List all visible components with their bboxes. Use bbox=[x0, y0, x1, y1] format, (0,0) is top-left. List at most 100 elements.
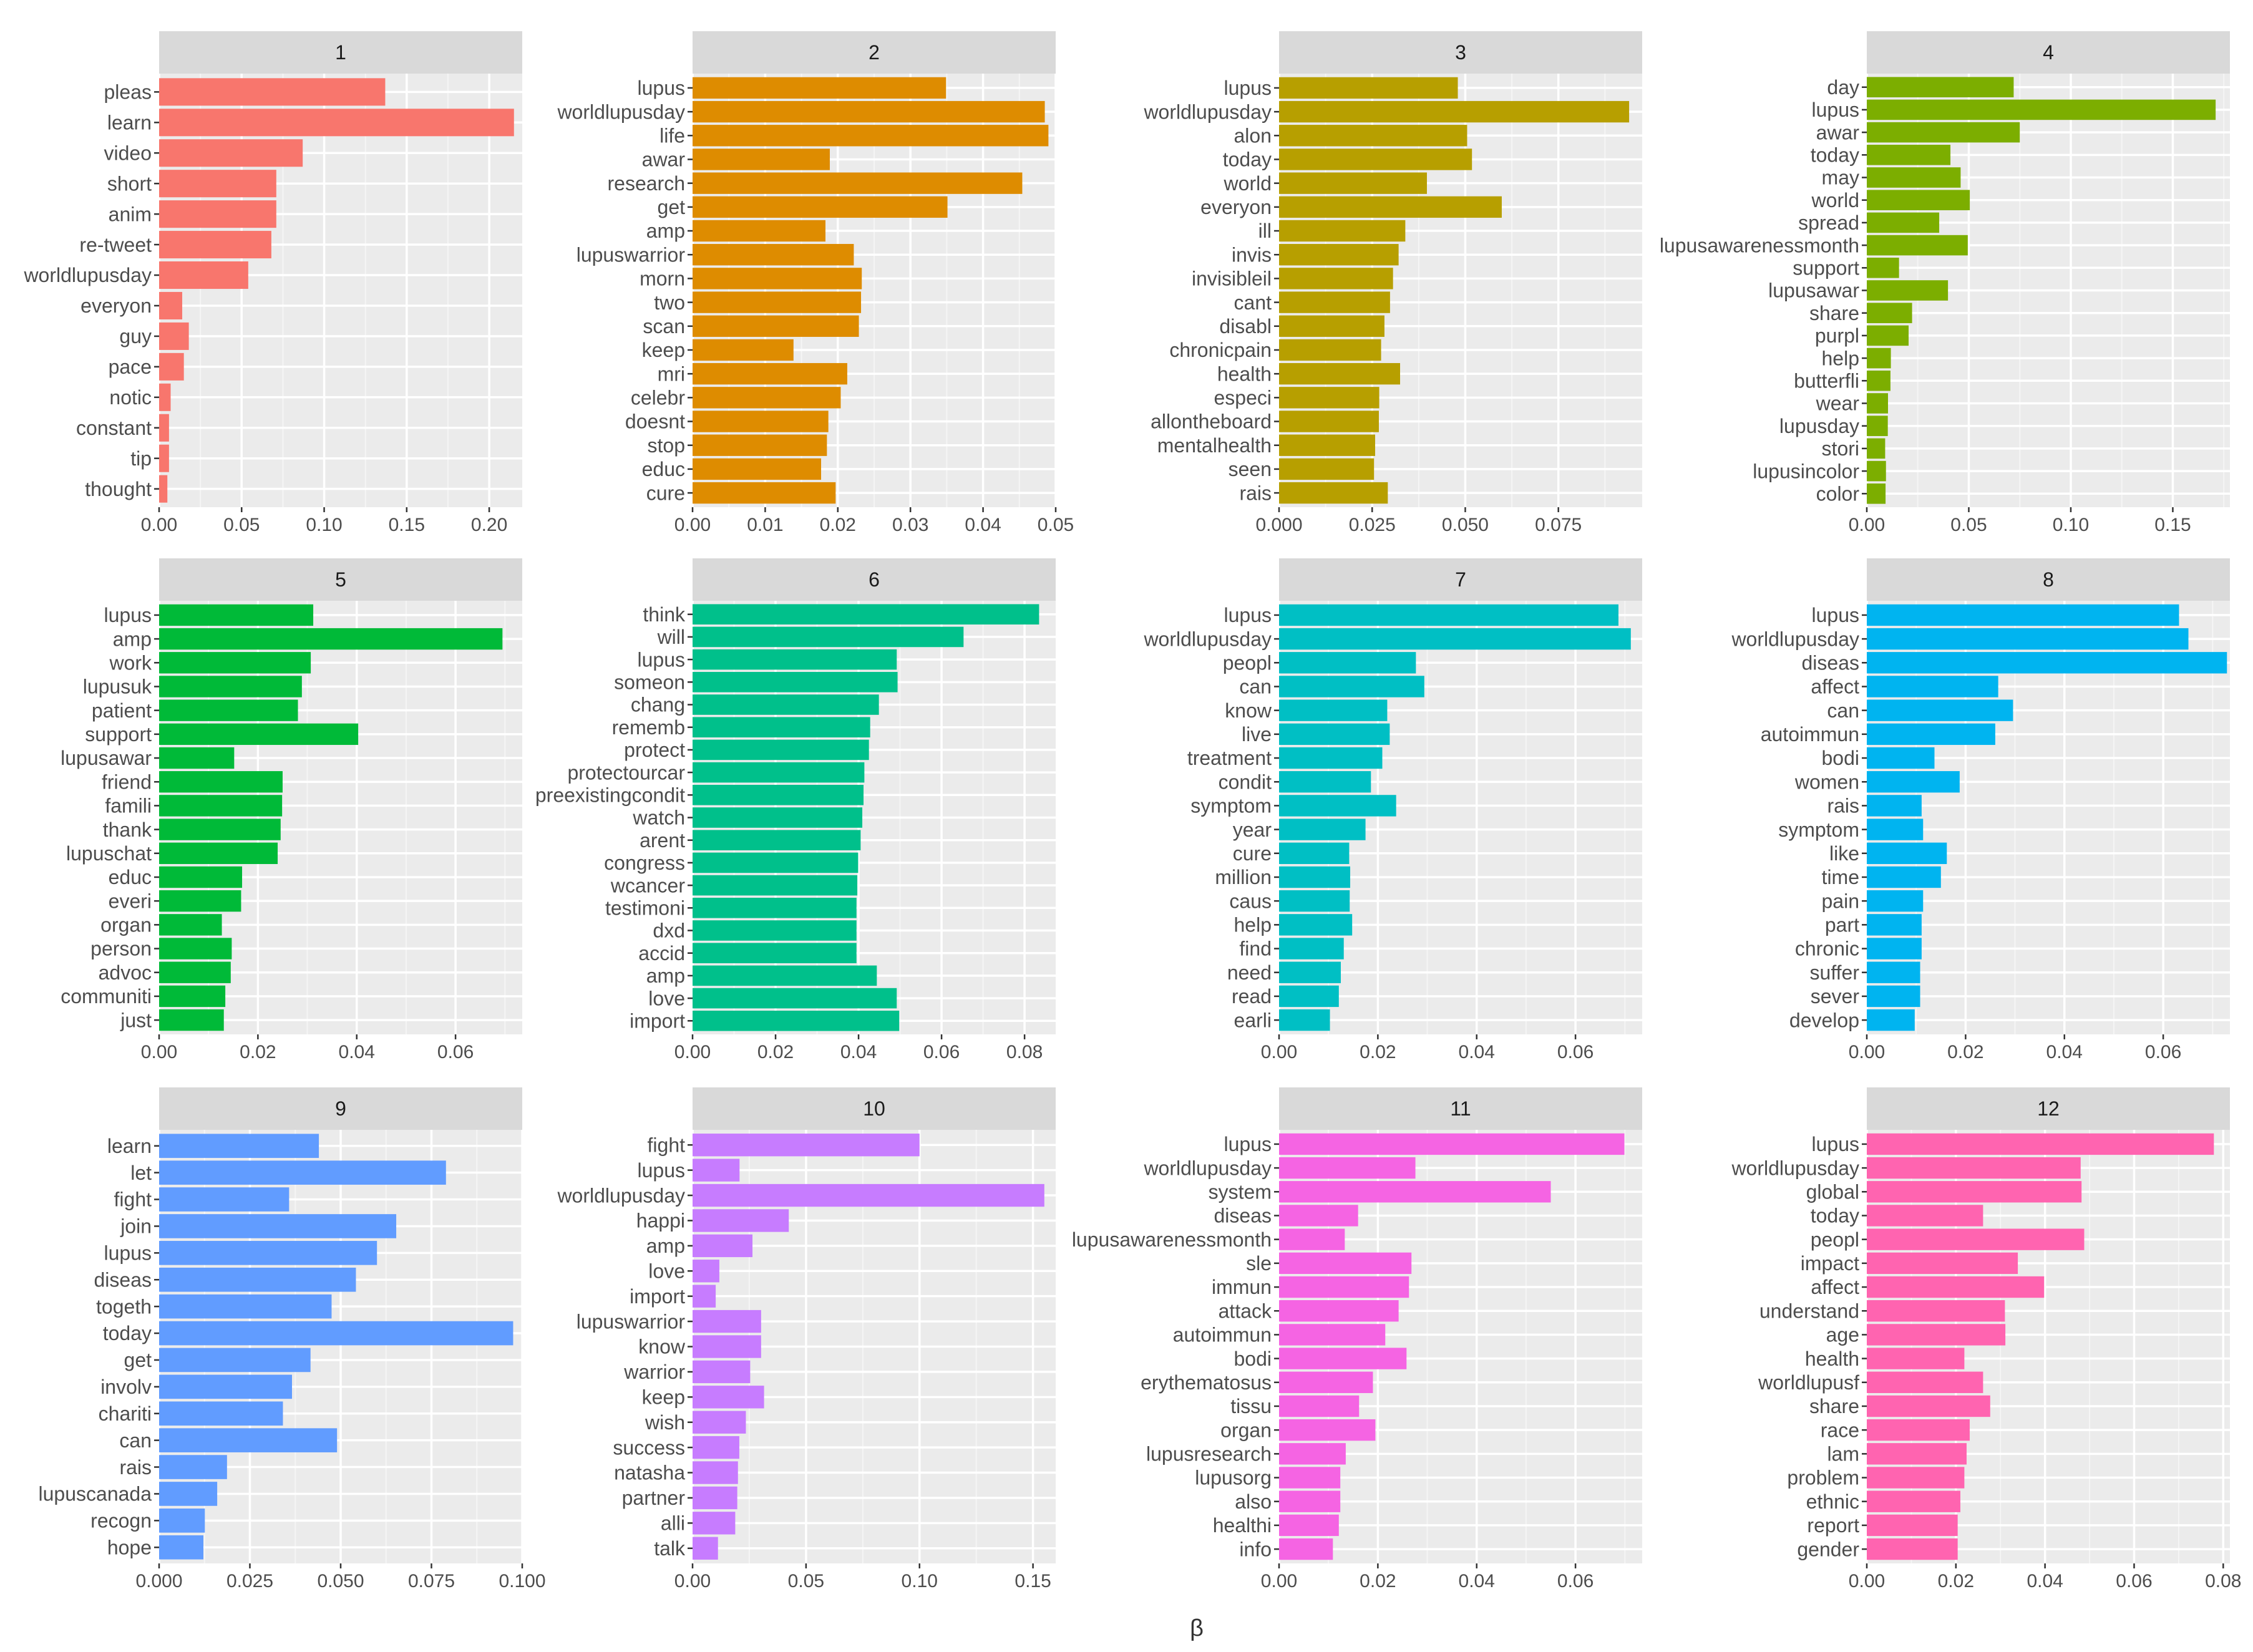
bar-lupus bbox=[693, 77, 946, 99]
category-label: rais bbox=[119, 1456, 152, 1479]
bar-lupusawarenessmonth bbox=[1867, 235, 1968, 256]
x-tick-label: 0.04 bbox=[2027, 1571, 2063, 1591]
category-label: also bbox=[1235, 1490, 1272, 1513]
category-label: lupusuk bbox=[83, 676, 152, 698]
bar-lupus bbox=[1867, 1133, 2214, 1155]
bar-chang bbox=[693, 694, 879, 715]
bar-age bbox=[1867, 1324, 2006, 1346]
bar-global bbox=[1867, 1181, 2082, 1203]
bar-get bbox=[159, 1348, 311, 1373]
category-label: bodi bbox=[1234, 1348, 1272, 1370]
bar-wish bbox=[693, 1411, 746, 1434]
bar-autoimmun bbox=[1279, 1324, 1386, 1346]
bar-let bbox=[159, 1160, 446, 1185]
bar-today bbox=[1867, 145, 1951, 165]
category-label: two bbox=[654, 291, 685, 314]
x-tick-label: 0.050 bbox=[1442, 515, 1489, 535]
bar-million bbox=[1279, 866, 1351, 888]
bar-notic bbox=[159, 383, 171, 411]
category-label: fight bbox=[114, 1188, 152, 1211]
bar-affect bbox=[1867, 1276, 2045, 1298]
category-label: love bbox=[648, 1260, 685, 1282]
bar-treatment bbox=[1279, 747, 1383, 769]
bar-purpl bbox=[1867, 325, 1909, 346]
bar-today bbox=[1867, 1205, 1983, 1227]
bar-worldlupusday bbox=[1867, 1157, 2081, 1179]
category-label: learn bbox=[107, 1135, 152, 1157]
category-label: share bbox=[1809, 302, 1859, 324]
category-label: seen bbox=[1229, 458, 1272, 480]
category-label: lupusresearch bbox=[1146, 1443, 1272, 1465]
x-tick-label: 0.00 bbox=[674, 1042, 711, 1062]
category-label: lam bbox=[1827, 1443, 1859, 1465]
category-label: awar bbox=[642, 148, 686, 171]
x-tick-label: 0.00 bbox=[1849, 515, 1885, 535]
category-label: worldlupusday bbox=[1143, 100, 1272, 123]
bar-pleas bbox=[159, 78, 386, 106]
category-label: wish bbox=[645, 1411, 685, 1434]
category-label: develop bbox=[1789, 1009, 1859, 1031]
category-label: peopl bbox=[1223, 651, 1272, 674]
bar-just bbox=[159, 1009, 224, 1031]
bar-symptom bbox=[1867, 819, 1924, 840]
bar-world bbox=[1279, 172, 1427, 194]
bar-keep bbox=[693, 339, 794, 361]
category-label: system bbox=[1209, 1180, 1272, 1203]
x-tick-label: 0.06 bbox=[2116, 1571, 2152, 1591]
bar-recogn bbox=[159, 1509, 205, 1533]
category-label: work bbox=[109, 651, 152, 674]
bar-also bbox=[1279, 1490, 1341, 1512]
category-label: lupusawarenessmonth bbox=[1072, 1228, 1272, 1251]
category-label: rais bbox=[1239, 482, 1272, 504]
bar-constant bbox=[159, 414, 169, 442]
x-tick-label: 0.02 bbox=[757, 1042, 794, 1062]
facet-strip bbox=[159, 31, 522, 74]
category-label: just bbox=[120, 1009, 152, 1031]
category-label: fight bbox=[648, 1134, 686, 1156]
bar-protect bbox=[693, 739, 869, 760]
bar-lupusday bbox=[1867, 415, 1888, 436]
category-label: let bbox=[130, 1162, 152, 1184]
bar-lupus bbox=[1279, 77, 1458, 99]
category-label: worldlupusday bbox=[1731, 1157, 1859, 1179]
category-label: everi bbox=[109, 890, 152, 912]
x-tick-label: 0.03 bbox=[892, 515, 928, 535]
bar-worldlupusday bbox=[693, 100, 1045, 123]
category-label: lupus bbox=[104, 604, 152, 626]
category-label: thought bbox=[85, 478, 152, 500]
category-label: friend bbox=[102, 770, 152, 793]
category-label: live bbox=[1242, 723, 1272, 746]
bar-thought bbox=[159, 475, 168, 503]
category-label: time bbox=[1822, 866, 1859, 888]
category-label: short bbox=[107, 172, 152, 195]
bar-lupus bbox=[1279, 604, 1618, 626]
bar-lupus bbox=[1867, 99, 2216, 120]
bar-affect bbox=[1867, 676, 1998, 697]
category-label: rais bbox=[1827, 795, 1859, 817]
bar-lam bbox=[1867, 1443, 1967, 1465]
bar-know bbox=[693, 1335, 761, 1358]
category-label: research bbox=[608, 172, 686, 195]
bar-read bbox=[1279, 985, 1339, 1008]
category-label: constant bbox=[76, 417, 152, 439]
category-label: mri bbox=[658, 362, 685, 385]
x-tick-label: 0.02 bbox=[1360, 1571, 1396, 1591]
category-label: know bbox=[1225, 699, 1272, 722]
category-label: dxd bbox=[653, 920, 685, 942]
category-label: warrior bbox=[623, 1361, 685, 1383]
bar-can bbox=[159, 1428, 338, 1452]
x-tick-label: 0.02 bbox=[1360, 1042, 1396, 1062]
bar-diseas bbox=[159, 1267, 356, 1292]
bar-warrior bbox=[693, 1360, 751, 1384]
facet-title: 6 bbox=[869, 568, 880, 591]
bar-ethnic bbox=[1867, 1490, 1960, 1512]
category-label: autoimmun bbox=[1173, 1324, 1272, 1346]
x-tick-label: 0.04 bbox=[965, 515, 1001, 535]
bar-part bbox=[1867, 914, 1922, 936]
category-label: share bbox=[1809, 1395, 1859, 1417]
category-label: notic bbox=[109, 386, 152, 409]
x-tick-label: 0.05 bbox=[1950, 515, 1987, 535]
bar-color bbox=[1867, 483, 1886, 504]
category-label: lupus bbox=[638, 77, 686, 99]
